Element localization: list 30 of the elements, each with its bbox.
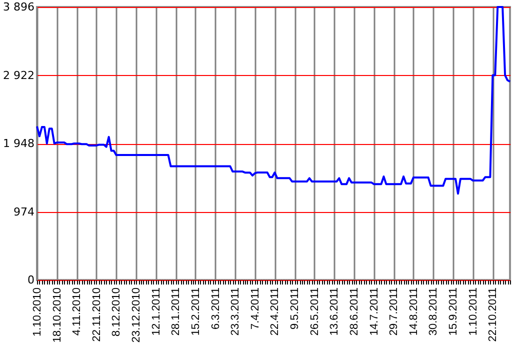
x-tick-label: 13.6.2011	[328, 288, 341, 336]
x-tick-label: 23.3.2011	[230, 288, 242, 336]
x-tick-label: 9.5.2011	[289, 288, 302, 330]
x-tick-label: 18.10.2010	[51, 288, 64, 343]
x-tick-label: 8.12.2010	[110, 288, 123, 336]
x-tick-label: 6.3.2011	[210, 288, 222, 330]
x-tick-label: 28.6.2011	[348, 288, 360, 336]
x-tick-label: 1.10.2011	[467, 288, 480, 336]
y-tick-label: 1 948	[3, 137, 34, 150]
y-tick-label: 2 922	[3, 68, 34, 82]
x-tick-label: 7.4.2011	[249, 288, 262, 330]
x-tick-label: 30.8.2011	[428, 288, 440, 336]
x-tick-label: 15.9.2011	[448, 288, 460, 336]
y-tick-label: 974	[14, 205, 34, 218]
x-tick-label: 1.10.2010	[32, 288, 44, 336]
x-tick-label: 14.8.2011	[408, 288, 420, 336]
x-tick-label: 29.7.2011	[388, 288, 400, 336]
line-series	[36, 6, 511, 195]
x-tick-label: 23.12.2010	[130, 288, 143, 343]
x-tick-label: 22.4.2011	[269, 288, 282, 336]
y-tick-label: 3 896	[3, 0, 34, 14]
x-tick-label: 15.2.2011	[190, 288, 202, 336]
y-tick-label: 0	[28, 274, 34, 286]
x-tick-label: 4.11.2010	[71, 288, 84, 336]
x-tick-label: 22.10.2011	[487, 288, 500, 342]
x-tick-label: 12.1.2011	[150, 288, 162, 336]
x-tick-label: 22.11.2010	[90, 288, 103, 342]
x-tick-label: 28.1.2011	[170, 288, 182, 336]
x-tick-label: 26.5.2011	[308, 288, 321, 336]
x-tick-label: 14.7.2011	[368, 288, 380, 336]
